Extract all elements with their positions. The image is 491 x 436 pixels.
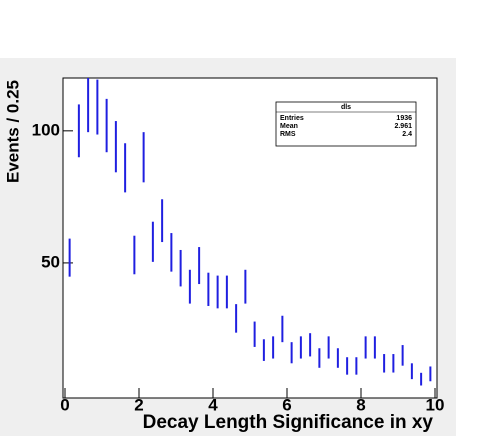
stats-value: 1936 <box>396 115 412 122</box>
stats-frame <box>275 101 417 147</box>
x-tick-label: 4 <box>208 395 218 414</box>
x-tick-label: 6 <box>282 395 291 414</box>
stats-value: 2.4 <box>402 131 412 138</box>
stats-box: dls Entries 1936 Mean 2.961 RMS 2.4 <box>275 101 417 147</box>
x-tick-label: 8 <box>356 395 365 414</box>
y-tick-label: 100 <box>32 120 60 139</box>
y-axis-title: Events / 0.25 <box>3 80 22 183</box>
stats-name: Mean <box>280 123 298 130</box>
x-axis-title: Decay Length Significance in xy <box>143 412 434 433</box>
stats-name: RMS <box>280 131 296 138</box>
data-layer <box>68 78 432 386</box>
stats-name: Entries <box>280 115 304 122</box>
x-tick-label: 2 <box>134 395 143 414</box>
stats-title: dls <box>341 104 351 111</box>
x-tick-label: 0 <box>60 395 69 414</box>
y-tick-label: 50 <box>41 252 60 271</box>
stats-value: 2.961 <box>394 123 412 130</box>
x-tick-label: 10 <box>426 395 445 414</box>
